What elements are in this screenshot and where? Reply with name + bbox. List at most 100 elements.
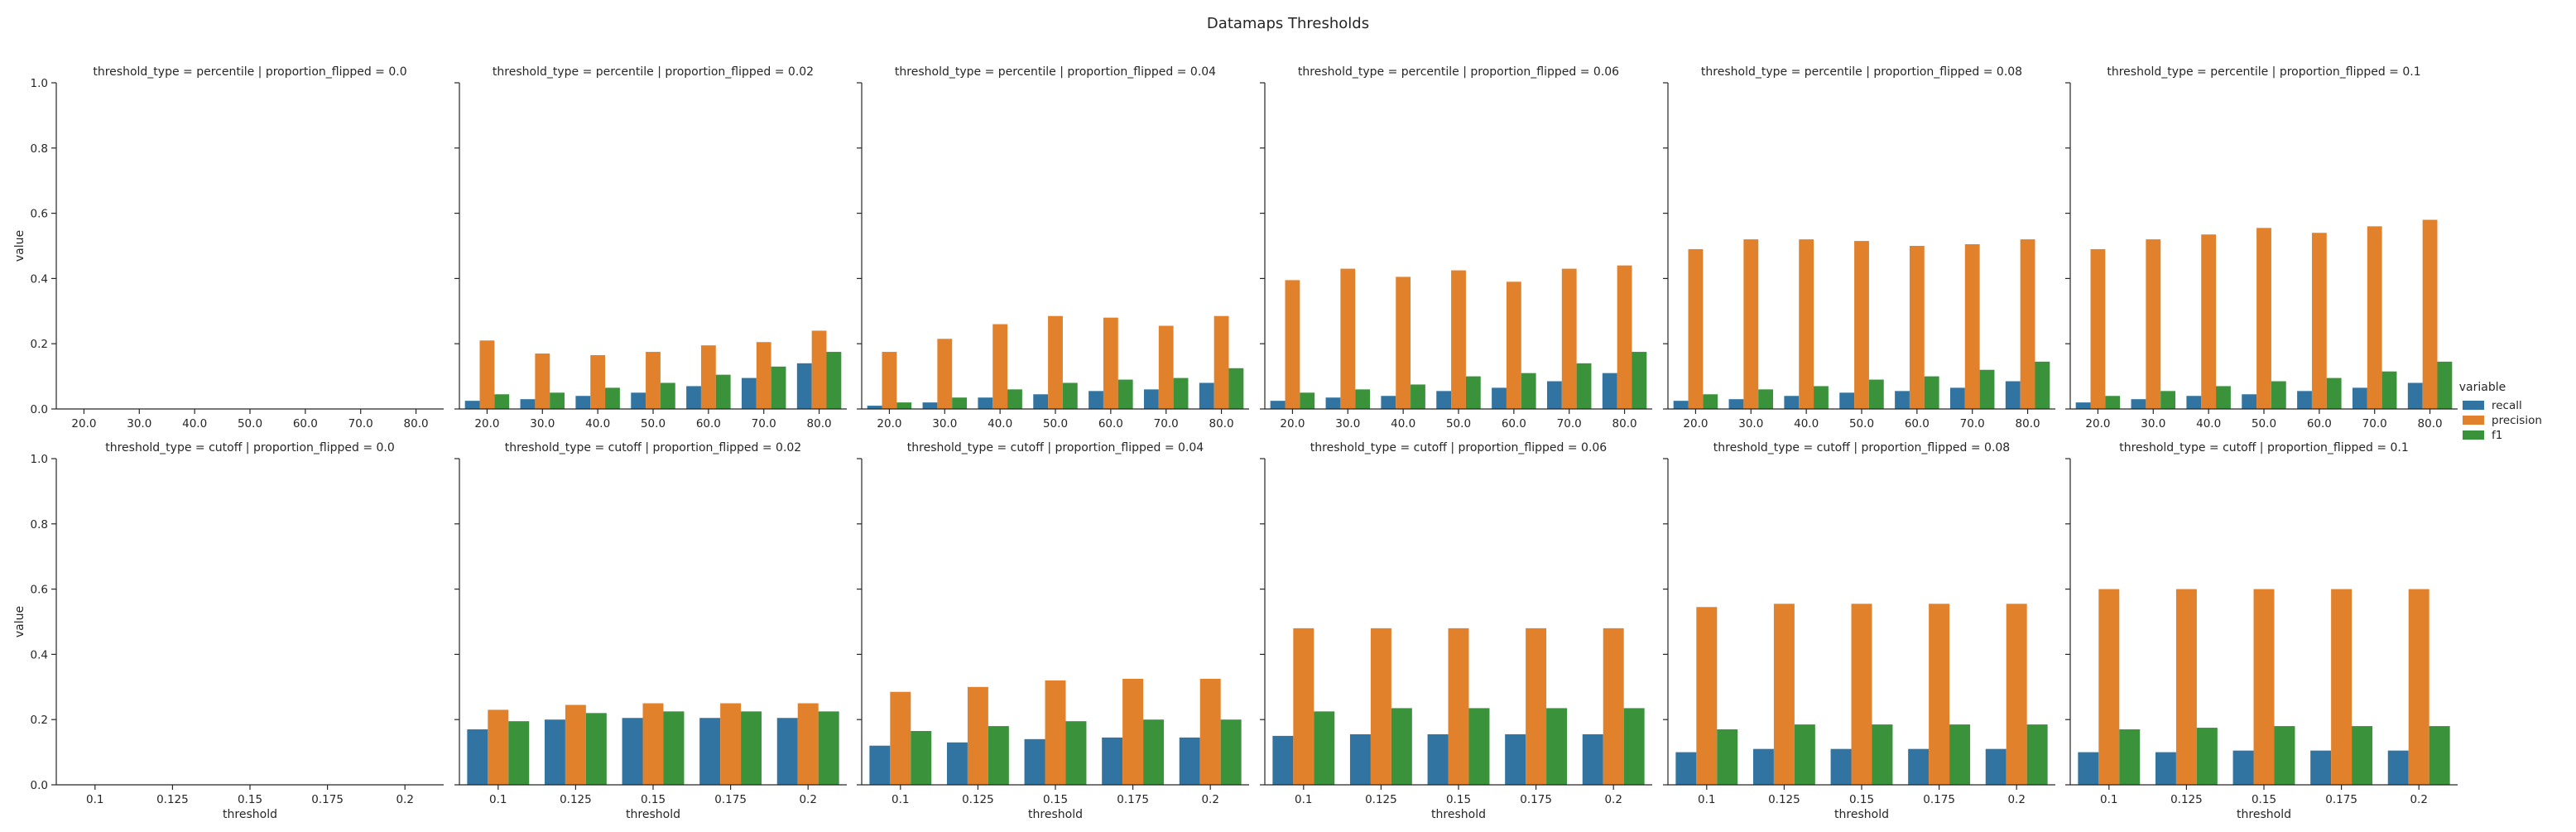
legend-label-precision: precision <box>2492 414 2542 427</box>
bar-precision-70.0 <box>1561 268 1577 409</box>
bar-f1-50.0 <box>1465 376 1481 409</box>
bar-recall-80.0 <box>2407 382 2423 409</box>
bar-recall-0.175 <box>2310 750 2332 785</box>
bar-precision-50.0 <box>646 352 661 409</box>
bar-recall-30.0 <box>922 402 938 409</box>
bar-recall-30.0 <box>1325 397 1341 409</box>
x-tick-label: 50.0 <box>1043 417 1068 430</box>
bar-f1-0.1 <box>1717 729 1738 785</box>
bar-f1-20.0 <box>1703 394 1718 409</box>
bar-precision-0.125 <box>1773 604 1795 785</box>
bar-recall-70.0 <box>1143 389 1159 409</box>
x-axis-label: threshold <box>1431 808 1486 821</box>
x-tick-label: 50.0 <box>238 417 262 430</box>
panel-title: threshold_type = percentile | proportion… <box>2107 65 2420 79</box>
bar-f1-0.175 <box>1949 724 1971 785</box>
bar-f1-80.0 <box>1632 352 1647 409</box>
x-tick-label: 70.0 <box>2362 417 2387 430</box>
x-tick-label: 80.0 <box>807 417 832 430</box>
bar-precision-30.0 <box>2146 239 2161 409</box>
x-axis-label: threshold <box>2237 808 2291 821</box>
bar-precision-20.0 <box>882 352 897 409</box>
bar-f1-0.1 <box>2119 729 2141 785</box>
bar-precision-60.0 <box>700 345 716 409</box>
bar-f1-30.0 <box>1758 389 1774 409</box>
bar-f1-0.15 <box>1872 724 1893 785</box>
x-tick-label: 30.0 <box>127 417 151 430</box>
y-tick-label: 0.2 <box>31 714 48 727</box>
bar-recall-40.0 <box>2186 396 2202 409</box>
facet-panel-r0-c3: threshold_type = percentile | proportion… <box>1260 65 1652 430</box>
bar-f1-30.0 <box>952 397 968 409</box>
panel-title: threshold_type = cutoff | proportion_fli… <box>2119 441 2409 454</box>
bar-f1-70.0 <box>1576 363 1592 409</box>
bar-precision-50.0 <box>1048 315 1063 409</box>
bar-precision-30.0 <box>1743 239 1759 409</box>
bar-f1-0.2 <box>1623 708 1645 785</box>
bar-precision-0.125 <box>565 705 586 785</box>
bar-f1-80.0 <box>2035 361 2050 409</box>
bar-recall-0.1 <box>869 745 891 785</box>
x-tick-label: 30.0 <box>2141 417 2165 430</box>
x-tick-label: 0.175 <box>311 793 344 806</box>
x-tick-label: 0.2 <box>1201 793 1218 806</box>
bar-recall-80.0 <box>1602 373 1617 409</box>
y-tick-label: 0.8 <box>31 518 48 531</box>
y-axis-label: value <box>13 606 26 637</box>
panel-title: threshold_type = cutoff | proportion_fli… <box>907 441 1204 454</box>
bar-recall-50.0 <box>2242 394 2257 409</box>
bar-f1-0.2 <box>818 711 839 785</box>
legend-swatch-f1 <box>2463 430 2484 440</box>
bar-precision-30.0 <box>1340 268 1356 409</box>
bar-precision-40.0 <box>992 324 1008 409</box>
panel-title: threshold_type = cutoff | proportion_fli… <box>105 441 395 454</box>
bar-precision-70.0 <box>2367 226 2382 409</box>
x-tick-label: 40.0 <box>585 417 610 430</box>
bar-f1-0.2 <box>1220 719 1242 785</box>
bar-f1-0.1 <box>508 721 530 785</box>
bar-recall-0.2 <box>776 718 798 785</box>
bar-f1-30.0 <box>1355 389 1371 409</box>
bar-f1-0.1 <box>1314 711 1335 785</box>
bar-f1-0.175 <box>1143 719 1165 785</box>
x-tick-label: 30.0 <box>530 417 555 430</box>
bar-recall-0.125 <box>1349 733 1371 785</box>
x-tick-label: 60.0 <box>1098 417 1123 430</box>
bar-precision-0.2 <box>1199 678 1221 785</box>
bar-f1-50.0 <box>2271 381 2286 409</box>
bar-precision-0.125 <box>967 686 988 785</box>
y-tick-label: 0.4 <box>31 272 48 286</box>
bar-f1-30.0 <box>2160 391 2176 409</box>
x-tick-label: 20.0 <box>1683 417 1708 430</box>
bar-recall-0.15 <box>1427 733 1449 785</box>
bar-precision-0.15 <box>1448 628 1469 785</box>
bar-precision-0.125 <box>2175 589 2197 785</box>
bar-f1-60.0 <box>2326 378 2342 409</box>
bar-precision-50.0 <box>1854 241 1869 409</box>
bar-precision-0.1 <box>1696 607 1718 785</box>
x-tick-label: 0.175 <box>714 793 747 806</box>
bar-f1-40.0 <box>605 387 620 409</box>
bar-precision-0.1 <box>2098 589 2120 785</box>
bar-recall-0.175 <box>699 718 721 785</box>
bar-precision-20.0 <box>479 340 495 409</box>
bar-precision-20.0 <box>2090 248 2106 409</box>
x-tick-label: 40.0 <box>1391 417 1415 430</box>
panel-title: threshold_type = percentile | proportion… <box>93 65 406 79</box>
bar-f1-0.125 <box>585 713 607 785</box>
x-tick-label: 0.15 <box>1043 793 1068 806</box>
x-tick-label: 30.0 <box>932 417 957 430</box>
x-tick-label: 0.1 <box>489 793 507 806</box>
bar-recall-20.0 <box>464 401 480 409</box>
panel-title: threshold_type = cutoff | proportion_fli… <box>1310 441 1608 454</box>
bar-precision-60.0 <box>1103 317 1118 409</box>
bar-f1-80.0 <box>1228 368 1244 409</box>
x-tick-label: 0.175 <box>1520 793 1552 806</box>
y-tick-label: 0.2 <box>31 338 48 351</box>
facet-panel-r1-c4: threshold_type = cutoff | proportion_fli… <box>1663 441 2055 821</box>
bar-f1-70.0 <box>1979 369 1995 409</box>
bar-recall-0.1 <box>1675 752 1697 785</box>
bar-precision-80.0 <box>1617 265 1632 409</box>
bar-recall-0.1 <box>467 729 488 785</box>
